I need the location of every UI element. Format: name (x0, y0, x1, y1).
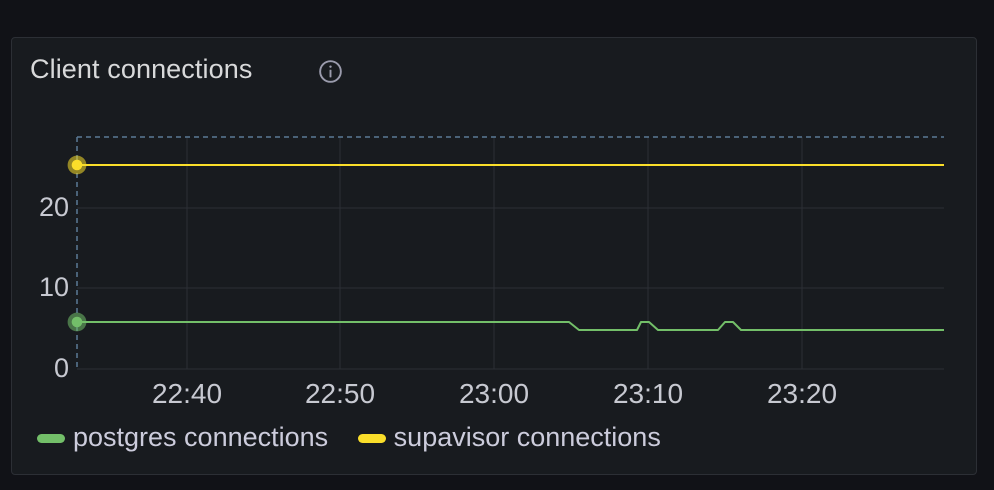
svg-text:20: 20 (39, 192, 69, 222)
svg-text:0: 0 (54, 353, 69, 383)
svg-text:10: 10 (39, 272, 69, 302)
svg-text:23:20: 23:20 (767, 378, 837, 409)
svg-text:22:50: 22:50 (305, 378, 375, 409)
svg-text:22:40: 22:40 (152, 378, 222, 409)
svg-text:23:00: 23:00 (459, 378, 529, 409)
svg-text:23:10: 23:10 (613, 378, 683, 409)
